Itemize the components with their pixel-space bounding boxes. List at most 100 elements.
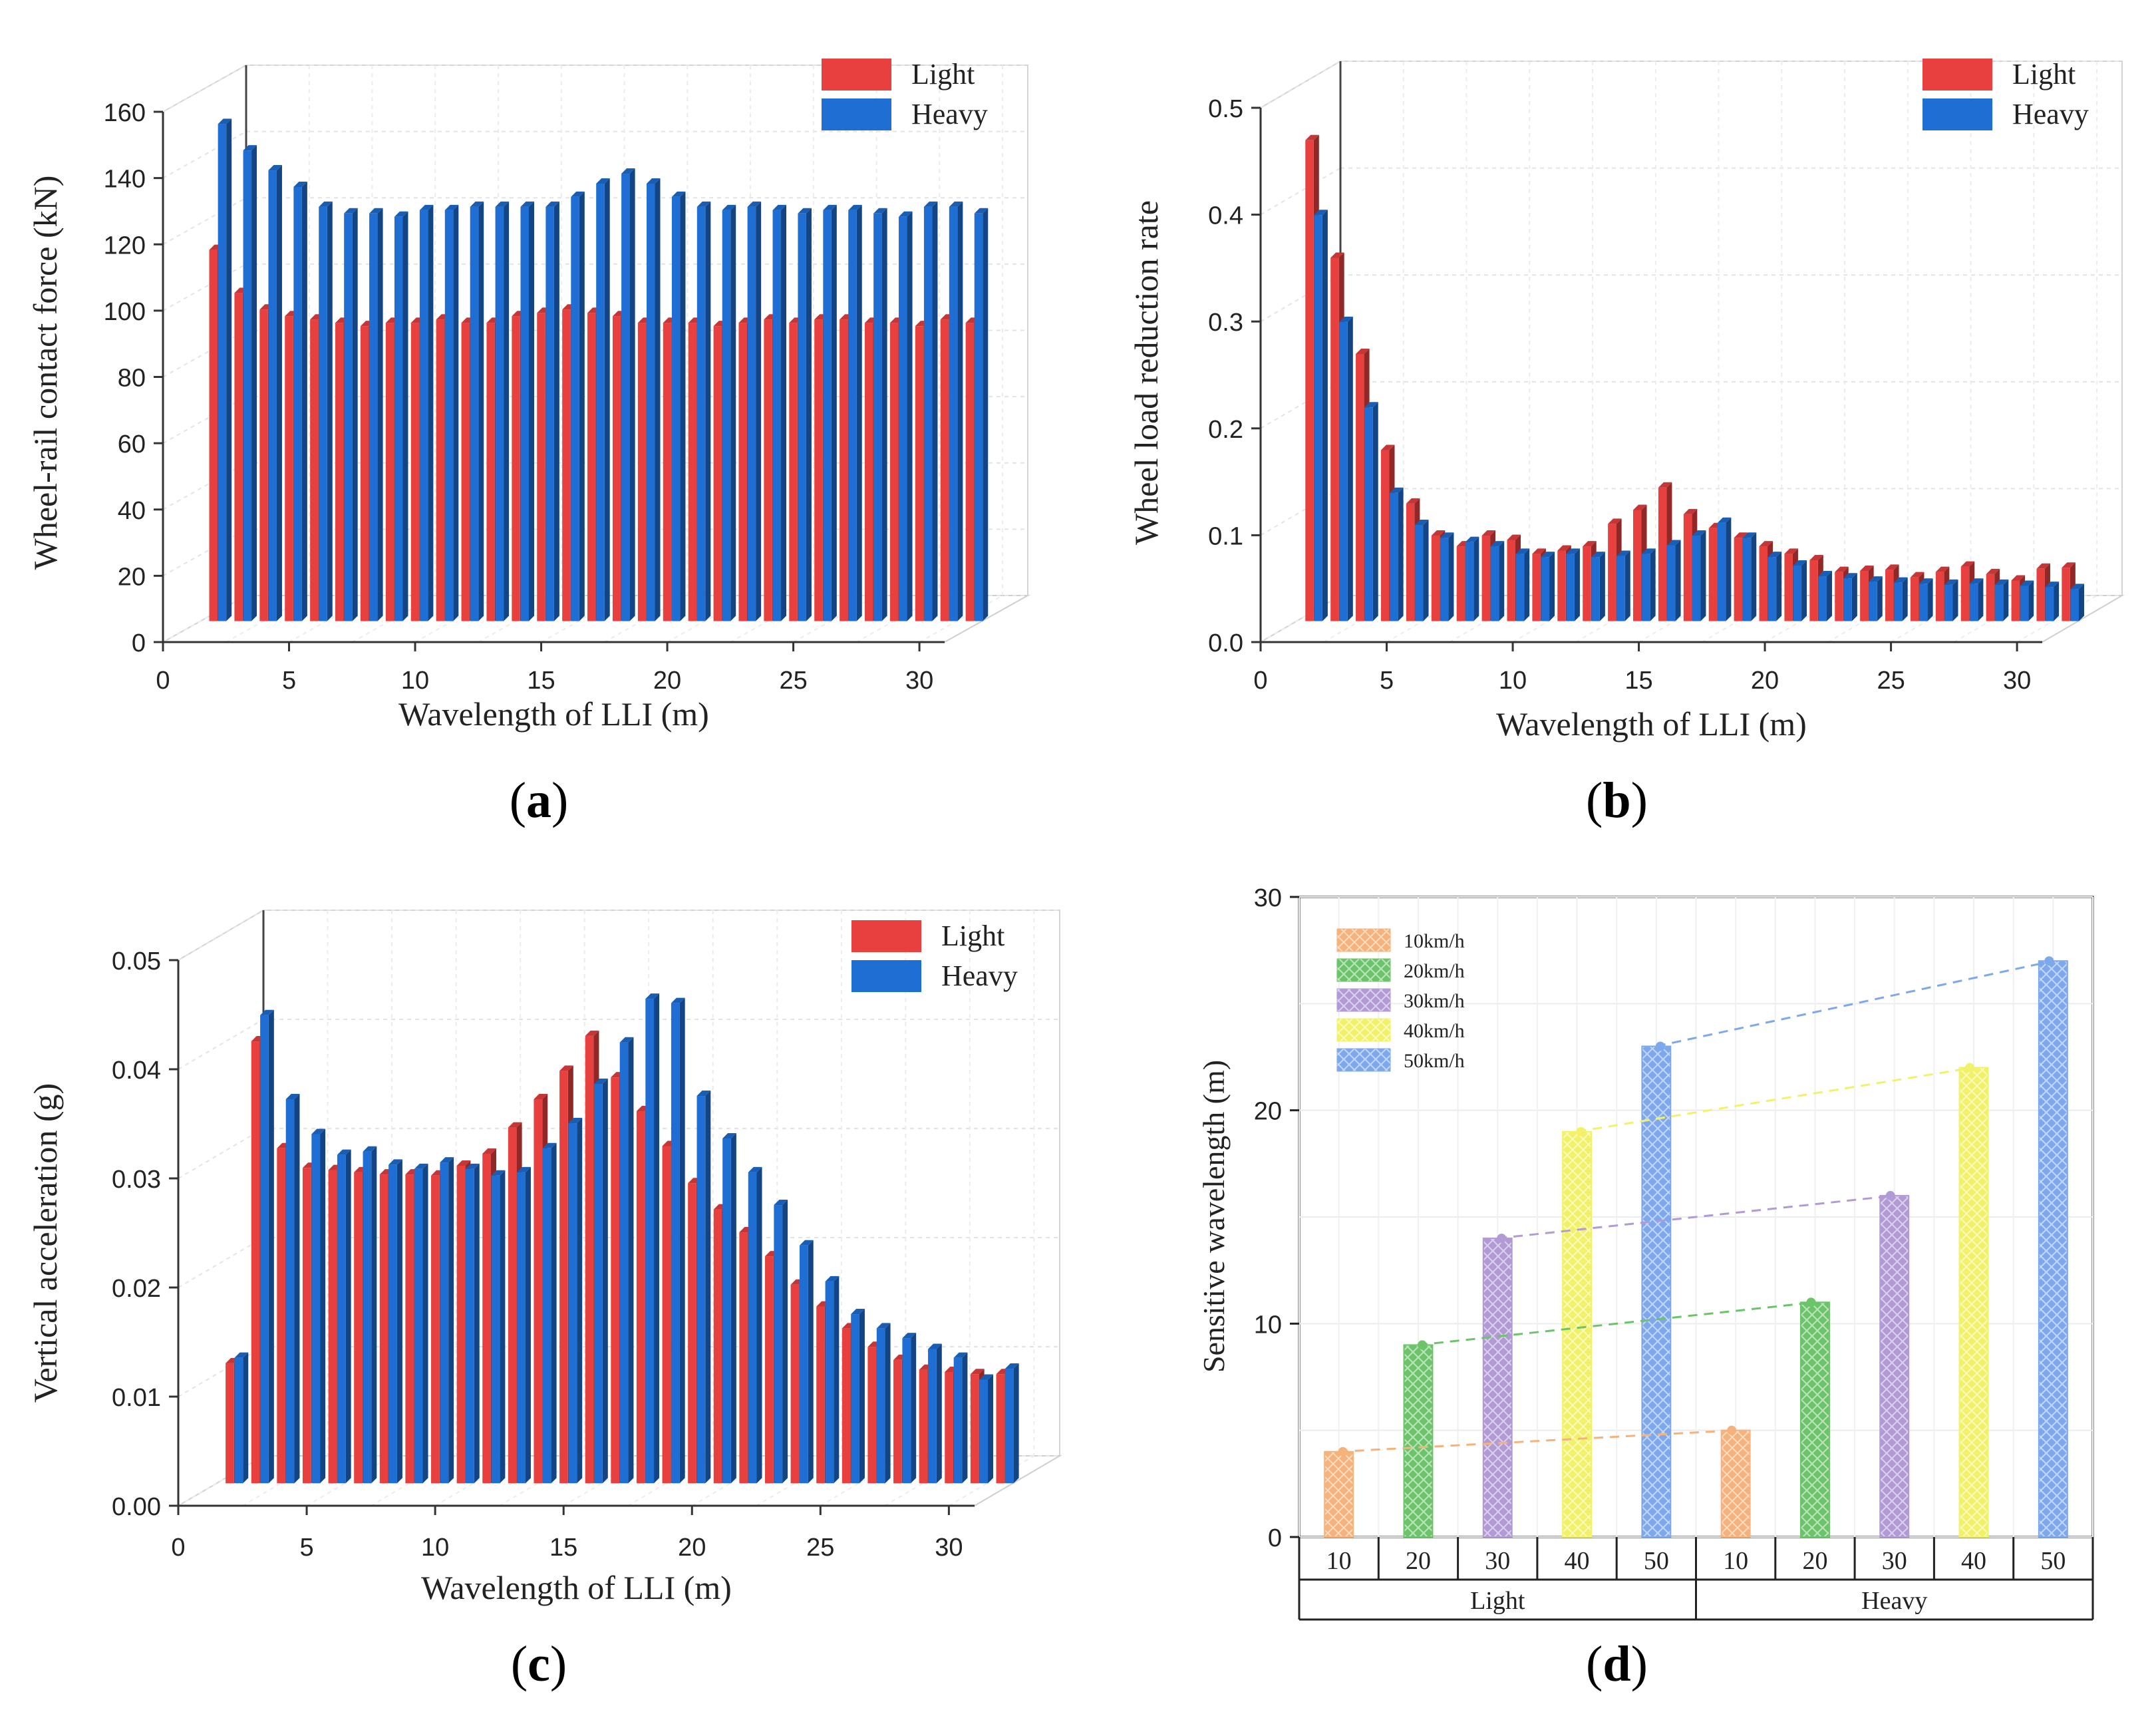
bar-side-heavy [679,997,685,1484]
bar-top-heavy [285,1093,300,1099]
bar-heavy [491,1175,500,1484]
bar-heavy [873,213,882,621]
x-tick-label: 0 [171,1534,185,1562]
bar-light [360,326,369,621]
bar-top-heavy [293,181,307,187]
bar-heavy [369,213,378,621]
y-axis-label: Wheel load reduction rate [1128,200,1165,545]
bar-side-heavy [301,181,307,621]
bar-side-heavy [983,208,989,621]
bar-heavy [974,213,983,621]
bar-light [486,323,495,621]
bar-top-heavy [440,1157,454,1163]
bar-top-heavy [337,1149,351,1155]
bar-top-heavy [696,201,711,207]
trend-arrow-head [1576,1126,1586,1136]
y-tick-label: 100 [104,298,146,326]
grid-line-y-side [178,1128,264,1179]
bar-light [209,250,218,621]
bar-side-heavy [226,118,232,621]
bar-top-light [1406,498,1420,504]
bar-heavy [645,999,655,1484]
bar-side-heavy [268,1009,274,1484]
bar-side-heavy [428,204,434,621]
bar-top-heavy [1339,316,1353,322]
bar-top-light [1557,545,1571,551]
bar-light [259,309,268,621]
x-tick-label: 10 [401,667,429,695]
bar-heavy [1742,538,1752,621]
bar-light [816,1306,825,1484]
bar-light [2036,568,2045,621]
bar-side-heavy [1700,530,1706,621]
bar-side-heavy [806,208,812,621]
bar-side-heavy [1801,560,1807,621]
bar-light [1356,354,1364,621]
bar-light [405,1174,414,1484]
bar-light [1406,503,1415,621]
bar-heavy [344,213,353,621]
bar-top-light [1633,504,1647,510]
bar-light [1784,554,1793,621]
bar-top-heavy [1742,532,1757,538]
bar-heavy [285,1099,295,1484]
bar-side-heavy [1372,402,1378,621]
legend-label: 50km/h [1404,1050,1465,1072]
bar-light [764,1256,774,1484]
bar-heavy [848,210,857,621]
bar-top-heavy [1566,548,1580,554]
bar-light [996,1374,1005,1484]
legend-swatch-heavy [1923,98,1992,130]
bar-heavy [568,1123,577,1484]
bar-heavy [444,210,454,621]
bar-light [945,1371,954,1484]
bar-heavy [470,206,479,621]
bar-top-heavy [444,204,459,210]
bar-side-heavy [551,1142,557,1484]
bar-10km-h [1324,1451,1354,1538]
bar-top-heavy [1692,530,1706,536]
bar-heavy [268,170,277,621]
bar-top-light [1960,561,1975,567]
x-tick-label: 15 [527,667,555,695]
bar-top-heavy [1541,552,1555,558]
bar-heavy [571,196,579,621]
bar-heavy [953,1357,963,1484]
bar-side-heavy [602,1079,608,1484]
bar-side-heavy [1347,316,1353,621]
bar-light [537,313,545,621]
bar-top-light [1356,349,1370,354]
bar-side-heavy [371,1146,377,1484]
bar-light [1583,546,1591,621]
x-tick-label: 30 [905,667,933,695]
y-tick-label: 0.00 [112,1493,161,1521]
bar-light [431,1175,440,1484]
bar-heavy [1339,321,1348,621]
bar-top-heavy [568,1118,583,1124]
bar-top-heavy [647,178,661,184]
y-tick-label: 140 [104,166,146,194]
category-label: 50 [2040,1547,2066,1575]
bar-light [1305,140,1314,621]
bar-side-heavy [834,1276,840,1484]
bar-heavy [1818,576,1827,621]
x-tick-label: 0 [1253,667,1267,695]
bar-heavy [1515,554,1525,621]
bar-top-light [1759,541,1773,547]
bar-top-heavy [594,1079,608,1085]
bar-top-light [482,1148,496,1154]
bar-light [1835,572,1843,621]
bar-side-heavy [345,1149,351,1484]
caption-c-letter: c [528,1636,550,1692]
chart-c: 0.00 0.01 0.02 0.03 0.04 0.05 0 5 10 15 20 25 30 Wave… [27,909,1062,1606]
bar-light [1507,540,1515,621]
bar-light [310,319,319,621]
caption-a-letter: a [526,772,551,828]
bar-top-light [1431,530,1446,536]
bar-top-light [2011,575,2026,581]
bar-40km-h [1562,1130,1593,1538]
trend-arrow-head [1965,1063,1975,1073]
bar-heavy [218,124,227,621]
bar-top-heavy [470,201,484,207]
bar-heavy [823,210,832,621]
